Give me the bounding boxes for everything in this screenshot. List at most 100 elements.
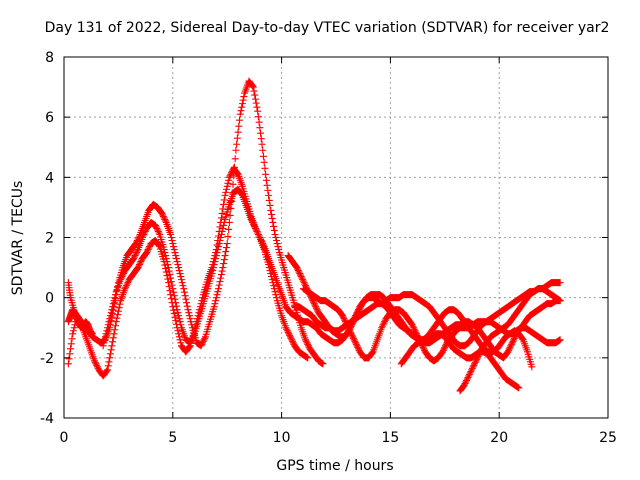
data-point	[219, 264, 227, 272]
data-point	[410, 324, 418, 332]
data-point	[137, 258, 145, 266]
data-point	[355, 306, 363, 314]
data-point	[99, 342, 107, 350]
data-point	[123, 280, 131, 288]
x-tick-label: 25	[599, 430, 617, 446]
data-point	[249, 83, 257, 91]
data-point	[91, 358, 99, 366]
data-point	[223, 240, 231, 248]
data-point	[186, 315, 194, 323]
data-point	[171, 295, 179, 303]
data-point	[345, 325, 353, 333]
data-point	[270, 282, 278, 290]
data-point	[234, 128, 242, 136]
data-point	[255, 118, 263, 126]
data-point	[159, 212, 167, 220]
y-axis-label: SDTVAR / TECUs	[10, 181, 26, 296]
data-point	[114, 311, 122, 319]
data-point	[240, 93, 248, 101]
data-point	[67, 345, 75, 353]
data-point	[110, 297, 118, 305]
data-point	[287, 334, 295, 342]
data-point	[233, 134, 241, 142]
data-point	[174, 309, 182, 317]
data-point	[304, 340, 312, 348]
data-point	[101, 333, 109, 341]
data-point	[117, 276, 125, 284]
data-point	[510, 334, 518, 342]
data-point	[175, 315, 183, 323]
data-point	[282, 324, 290, 332]
data-point	[177, 321, 185, 329]
data-point	[155, 229, 163, 237]
data-point	[105, 318, 113, 326]
data-point	[135, 261, 143, 269]
data-point	[170, 310, 178, 318]
data-point	[260, 158, 268, 166]
data-point	[104, 366, 112, 374]
data-point	[268, 276, 276, 284]
data-point	[274, 243, 282, 251]
data-point	[285, 330, 293, 338]
data-point	[273, 294, 281, 302]
data-point	[69, 327, 77, 335]
data-point	[378, 322, 386, 330]
data-point	[310, 298, 318, 306]
data-point	[182, 295, 190, 303]
data-point	[471, 358, 479, 366]
data-point	[68, 335, 76, 343]
data-point	[410, 325, 418, 333]
data-point	[215, 281, 223, 289]
data-point	[106, 354, 114, 362]
y-tick-label: -2	[40, 351, 54, 367]
data-point	[233, 169, 241, 177]
data-point	[220, 218, 228, 226]
x-axis-label: GPS time / hours	[276, 458, 393, 474]
data-point	[164, 279, 172, 287]
data-point	[175, 312, 183, 320]
data-point	[270, 222, 278, 230]
data-point	[271, 288, 279, 296]
data-point	[313, 306, 321, 314]
data-point	[176, 270, 184, 278]
data-point	[220, 256, 228, 264]
data-point	[340, 315, 348, 323]
data-point	[357, 303, 365, 311]
data-point	[185, 309, 193, 317]
data-point	[109, 300, 117, 308]
data-point	[257, 135, 265, 143]
data-point	[253, 103, 261, 111]
data-point	[339, 313, 347, 321]
series-sat-f	[291, 291, 564, 350]
data-point	[170, 246, 178, 254]
data-point	[473, 355, 481, 363]
data-point	[412, 328, 420, 336]
y-tick-label: 4	[45, 170, 54, 186]
data-point	[172, 255, 180, 263]
data-point	[473, 354, 481, 362]
data-point	[66, 350, 74, 358]
data-point	[440, 345, 448, 353]
data-point	[104, 321, 112, 329]
data-point	[187, 337, 195, 345]
data-point	[465, 372, 473, 380]
data-point	[214, 285, 222, 293]
data-point	[200, 336, 208, 344]
data-point	[183, 299, 191, 307]
data-point	[265, 196, 273, 204]
x-tick-label: 10	[273, 430, 291, 446]
data-point	[268, 214, 276, 222]
data-point	[283, 327, 291, 335]
data-point	[175, 267, 183, 275]
data-point	[381, 318, 389, 326]
data-point	[106, 315, 114, 323]
data-point	[190, 331, 198, 339]
y-tick-label: 2	[45, 231, 54, 247]
data-point	[105, 358, 113, 366]
data-point	[275, 246, 283, 254]
data-point	[255, 232, 263, 240]
data-point	[104, 324, 112, 332]
data-point	[476, 348, 484, 356]
data-point	[351, 337, 359, 345]
data-point	[107, 309, 115, 317]
